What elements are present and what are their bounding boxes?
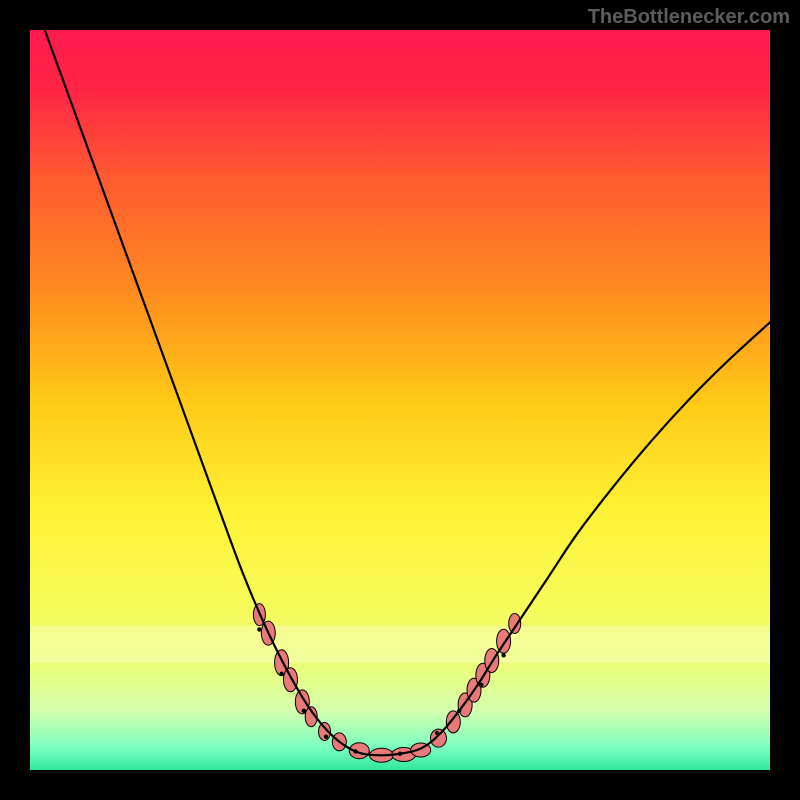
watermark-text: TheBottlenecker.com	[588, 6, 790, 29]
curve-marker	[283, 668, 297, 692]
curve-node	[501, 653, 505, 657]
bottleneck-curve	[30, 30, 770, 770]
curve-marker	[509, 613, 521, 633]
curve-node	[479, 683, 483, 687]
pale-band	[30, 626, 770, 663]
curve-node	[353, 749, 357, 753]
curve-node	[279, 672, 283, 676]
curve-node	[435, 731, 439, 735]
curve-node	[398, 752, 402, 756]
curve-node	[457, 709, 461, 713]
curve-marker	[446, 711, 460, 733]
chart-plot-area	[30, 30, 770, 770]
curve-node	[302, 709, 306, 713]
curve-node	[257, 627, 261, 631]
curve-node	[324, 735, 328, 739]
